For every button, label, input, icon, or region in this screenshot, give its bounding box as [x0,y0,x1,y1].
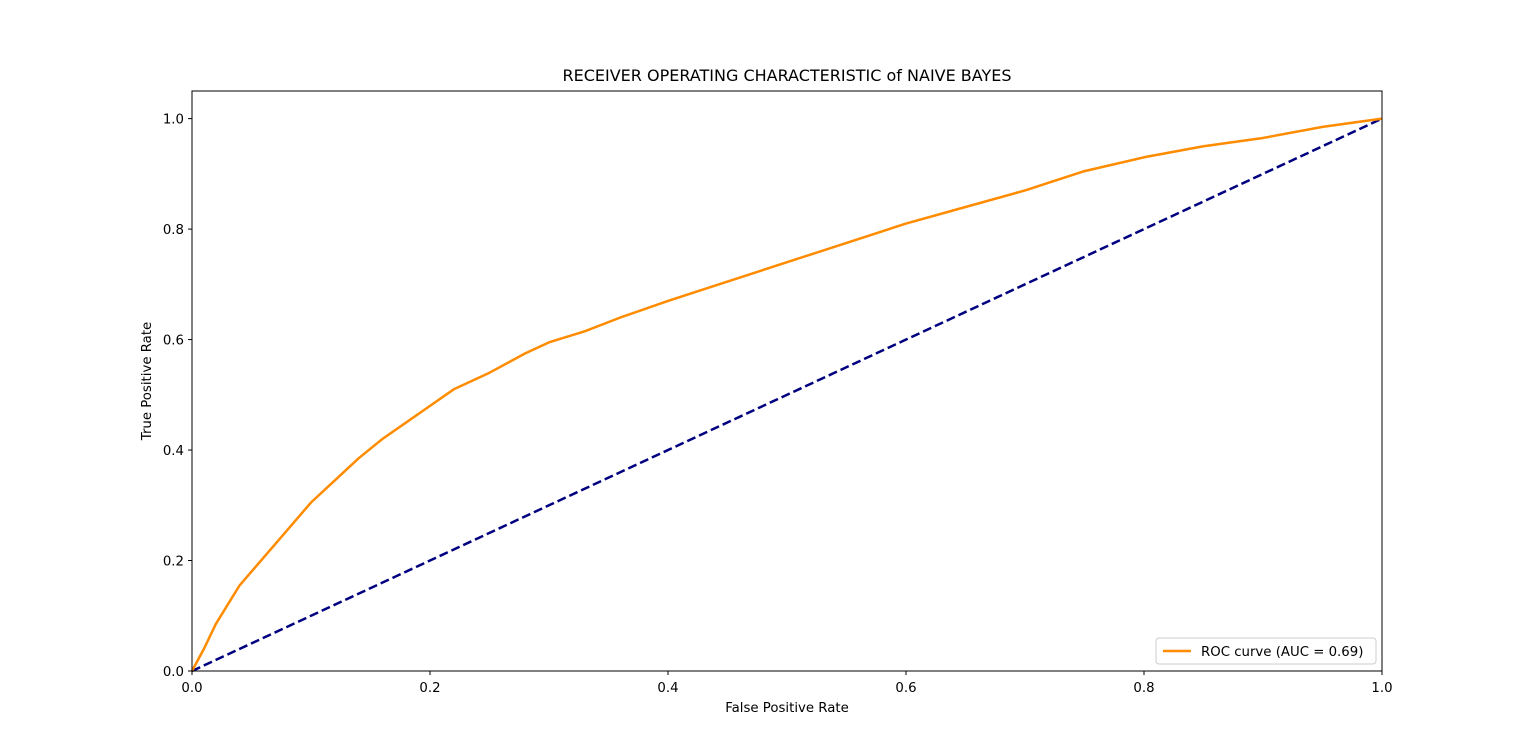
legend-label: ROC curve (AUC = 0.69) [1201,645,1363,660]
y-tick-label: 0.0 [163,665,184,680]
y-tick-label: 1.0 [163,113,184,128]
y-tick-label: 0.2 [163,555,184,570]
chart-title: RECEIVER OPERATING CHARACTERISTIC of NAI… [562,66,1011,85]
plot-frame [191,90,1383,672]
x-tick-label: 0.6 [895,681,916,696]
y-tick-label: 0.8 [163,223,184,238]
x-tick-label: 0.8 [1133,681,1154,696]
roc-curve-line [190,117,1383,672]
y-axis-ticks: 0.0 0.2 0.4 0.6 0.8 1.0 [163,113,192,680]
y-axis-label: True Positive Rate [140,322,155,441]
chance-diagonal-line [191,117,1383,673]
series-layer [190,117,1383,673]
x-axis-ticks: 0.0 0.2 0.4 0.6 0.8 1.0 [181,671,1393,696]
y-tick-label: 0.6 [163,334,184,349]
x-axis-label: False Positive Rate [725,701,849,716]
plot-area [190,90,1383,673]
x-tick-label: 0.4 [657,681,678,696]
x-tick-label: 0.0 [181,681,202,696]
legend: ROC curve (AUC = 0.69) [1155,637,1377,665]
y-tick-label: 0.4 [163,444,184,459]
legend-box [1155,637,1377,665]
x-tick-label: 1.0 [1371,681,1392,696]
x-tick-label: 0.2 [419,681,440,696]
